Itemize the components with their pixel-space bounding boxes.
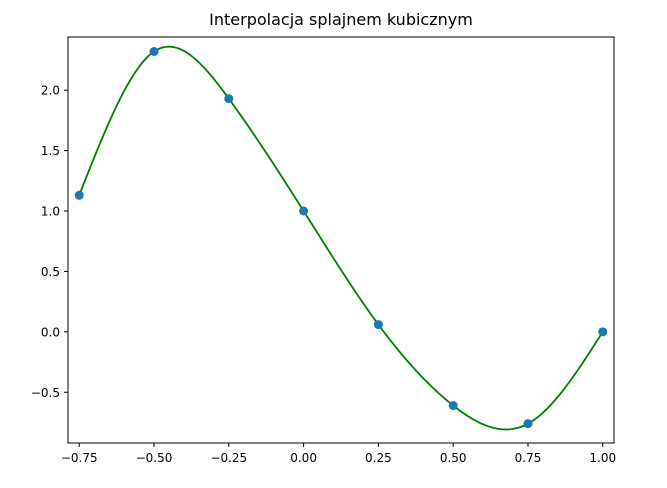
data-point (598, 327, 608, 337)
x-tick-label: 0.00 (290, 451, 317, 465)
y-tick-label: 0.0 (41, 325, 60, 339)
y-tick-label: −0.5 (31, 386, 60, 400)
data-point (299, 206, 309, 216)
data-point (74, 190, 84, 200)
data-point (224, 94, 234, 104)
data-point (149, 47, 159, 56)
data-point (523, 419, 533, 429)
x-tick-label: −0.25 (210, 451, 247, 465)
y-tick-label: 2.0 (41, 84, 60, 98)
y-tick-label: 1.0 (41, 205, 60, 219)
x-tick-label: 0.25 (365, 451, 392, 465)
y-axis: −0.5 0.0 0.5 1.0 1.5 2.0 (31, 84, 68, 400)
x-tick-label: −0.75 (61, 451, 98, 465)
y-tick-label: 0.5 (41, 265, 60, 279)
plot-frame (67, 36, 615, 444)
y-tick-label: 1.5 (41, 144, 60, 158)
x-tick-label: −0.50 (136, 451, 173, 465)
plot-area (74, 45, 608, 431)
x-tick-label: 0.75 (515, 451, 542, 465)
data-point (373, 320, 383, 330)
x-tick-label: 1.00 (589, 451, 616, 465)
data-point (448, 401, 458, 411)
spline-curve (78, 45, 604, 431)
chart-title: Interpolacja splajnem kubicznym (209, 10, 473, 29)
x-tick-label: 0.50 (440, 451, 467, 465)
x-axis: −0.75 −0.50 −0.25 0.00 0.25 0.50 0.75 1.00 (61, 443, 616, 465)
